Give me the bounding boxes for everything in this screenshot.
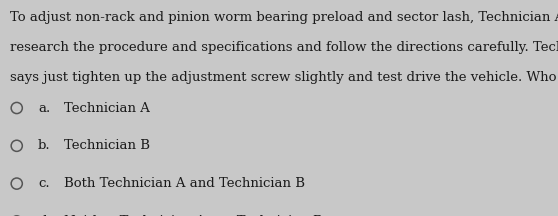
Text: Both Technician A and Technician B: Both Technician A and Technician B [64,177,305,190]
Text: Technician A: Technician A [64,102,150,114]
Text: c.: c. [38,177,50,190]
Text: b.: b. [38,139,51,152]
Text: Technician B: Technician B [64,139,150,152]
Text: d.: d. [38,215,51,216]
Text: research the procedure and specifications and follow the directions carefully. T: research the procedure and specification… [10,41,558,54]
Text: To adjust non-rack and pinion worm bearing preload and sector lash, Technician A: To adjust non-rack and pinion worm beari… [10,11,558,24]
Text: a.: a. [38,102,50,114]
Text: says just tighten up the adjustment screw slightly and test drive the vehicle. W: says just tighten up the adjustment scre… [10,71,558,84]
Text: Neither Technician A nor Technician B: Neither Technician A nor Technician B [64,215,323,216]
